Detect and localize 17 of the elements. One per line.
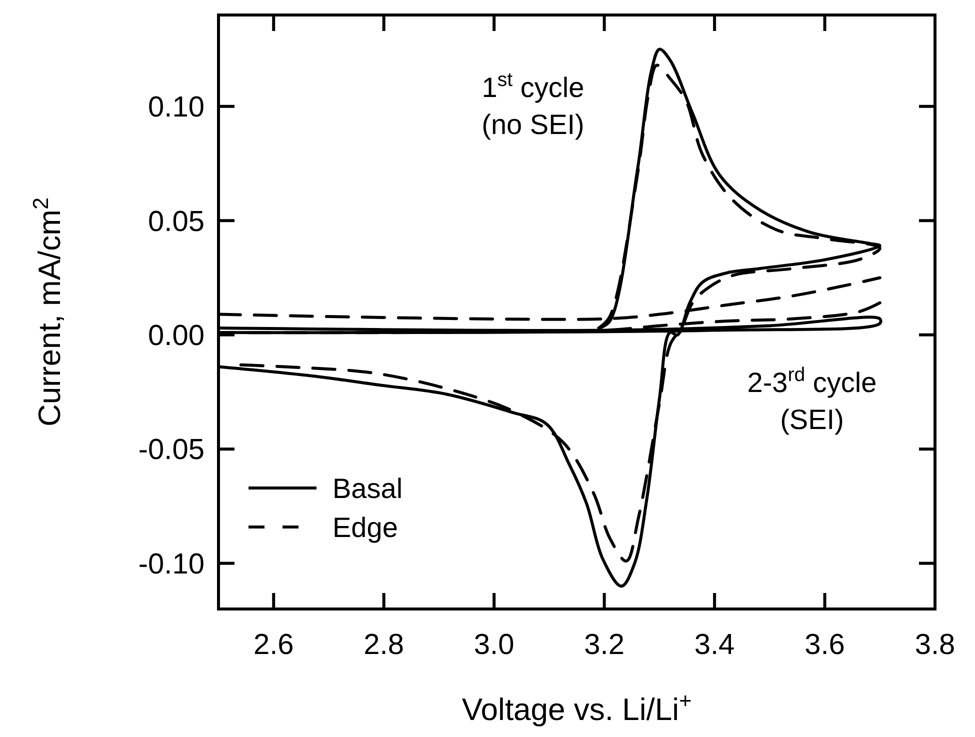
x-tick-label: 2.6 (253, 629, 294, 661)
annotation: 1$^{st}$ cycle (no SEI) (482, 69, 584, 140)
x-tick-label: 3.2 (584, 629, 624, 661)
x-tick-label: 3.6 (804, 629, 845, 661)
x-tick-label: 2.8 (364, 629, 404, 661)
y-tick-label: -0.10 (138, 548, 204, 580)
y-tick-label: 0.05 (148, 206, 204, 238)
legend-label: Edge (332, 512, 398, 543)
y-tick-label: 0.10 (148, 92, 204, 124)
legend-label: Basal (332, 472, 403, 504)
y-tick-label: -0.05 (138, 434, 204, 466)
y-tick-label: 0.00 (148, 320, 204, 352)
x-tick-label: 3.8 (914, 629, 956, 661)
annotation: 2-3$^{rd}$ cycle (SEI) (747, 364, 877, 435)
x-axis-title: Voltage vs. Li/Li$^{+}$ (462, 688, 692, 727)
x-tick-label: 3.0 (474, 629, 514, 661)
x-tick-label: 3.4 (694, 629, 735, 661)
